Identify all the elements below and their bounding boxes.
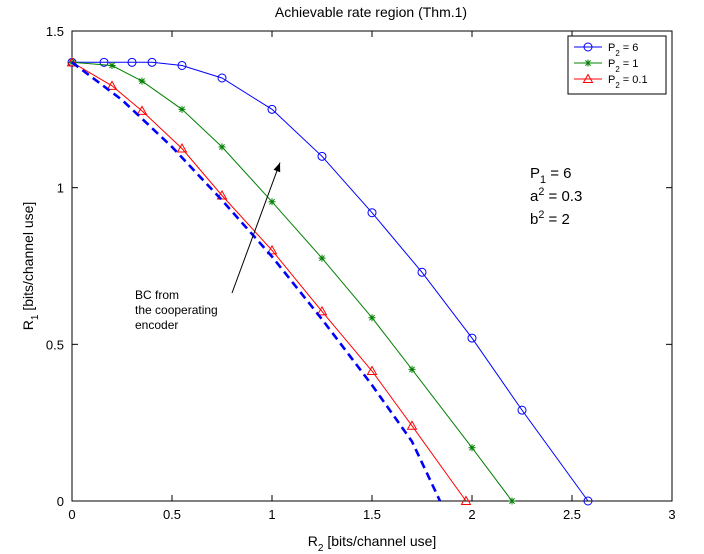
legend-label-main: P: [608, 58, 615, 70]
parameter-labels: P1 = 6a2 = 0.3b2 = 2: [530, 165, 582, 228]
x-tick-label: 1: [268, 507, 275, 522]
data-point: [138, 77, 146, 85]
data-point: [317, 151, 327, 161]
x-axis-label: R2 [bits/channel use]: [308, 533, 437, 554]
x-tick-label: 1.5: [363, 507, 381, 522]
data-point: [406, 420, 418, 430]
legend-label-sub: 2: [615, 65, 619, 74]
axis-ticks: 0 0.5 1 1.5 2 2.5 3 0 0.5 1 1.5: [46, 24, 676, 522]
data-point: [460, 495, 472, 505]
x-tick-label: 2.5: [563, 507, 581, 522]
legend-label: P2 = 0.1: [608, 74, 648, 90]
x-tick-label: 0: [68, 507, 75, 522]
data-point: [517, 405, 527, 415]
legend-marker: [583, 42, 593, 52]
param-label: b2 = 2: [530, 209, 570, 228]
data-point: [136, 105, 148, 115]
x-tick-label: 0.5: [163, 507, 181, 522]
y-axis-label-sub: 1: [30, 314, 41, 320]
y-tick-label: 1: [57, 181, 64, 196]
x-axis-label-main: R: [308, 533, 318, 549]
legend-label: P2 = 6: [608, 42, 638, 58]
data-point: [408, 365, 416, 373]
y-tick-label: 0.5: [46, 337, 64, 352]
legend-label-rest: = 6: [620, 42, 639, 54]
legend-marker: [584, 59, 592, 67]
legend: P2 = 6P2 = 1P2 = 0.1: [567, 35, 667, 95]
data-point: [218, 143, 226, 151]
data-point: [467, 333, 477, 343]
data-point: [176, 142, 188, 153]
series-layer: [66, 56, 593, 506]
data-point: [368, 314, 376, 322]
data-point: [268, 198, 276, 206]
x-axis-label-rest: [bits/channel use]: [323, 533, 436, 549]
legend-label-main: P: [608, 42, 615, 54]
chart-title: Achievable rate region (Thm.1): [275, 4, 467, 20]
x-tick-label: 2: [468, 507, 475, 522]
param-label-main: P: [530, 165, 540, 182]
data-point: [367, 208, 377, 218]
data-point: [267, 104, 277, 114]
param-label-sub: 1: [540, 174, 546, 186]
series-0: [67, 57, 593, 506]
legend-label-sub: 2: [615, 81, 619, 90]
plot-area: [71, 30, 673, 502]
param-label-sup: 2: [538, 209, 544, 221]
legend-label-sub: 2: [615, 49, 619, 58]
param-label-rest: = 0.3: [544, 188, 582, 205]
data-point: [99, 57, 109, 67]
y-axis-label-main: R: [20, 320, 36, 330]
data-point: [106, 80, 118, 90]
series-line: [72, 61, 589, 502]
annotation-arrow-head: [273, 162, 281, 173]
x-axis-label-sub: 2: [318, 543, 324, 554]
data-point: [108, 61, 116, 69]
y-tick-label: 0: [57, 494, 64, 509]
annotation-arrow-line: [231, 162, 281, 294]
x-tick-label: 3: [668, 507, 675, 522]
annotation-text: encoder: [135, 318, 178, 332]
data-point: [417, 267, 427, 277]
annotation-text: the cooperating: [135, 303, 218, 317]
series-1: [68, 58, 516, 505]
data-point: [147, 57, 157, 67]
param-label: P1 = 6: [530, 165, 571, 186]
data-point: [318, 254, 326, 262]
legend-label-rest: = 0.1: [620, 74, 648, 86]
bc-dashed-line: [71, 61, 442, 502]
y-axis-label-rest: [bits/channel use]: [20, 202, 36, 315]
data-point: [366, 365, 378, 375]
axis-labels: R2 [bits/channel use]R1 [bits/channel us…: [20, 202, 436, 554]
param-label-main: a: [530, 188, 539, 205]
data-point: [127, 57, 137, 67]
legend-label-main: P: [608, 74, 615, 86]
series-line: [71, 61, 467, 502]
data-point: [178, 105, 186, 113]
param-label-rest: = 2: [544, 211, 569, 228]
series-2: [66, 56, 472, 505]
data-point: [266, 244, 278, 255]
legend-label-rest: = 1: [620, 58, 639, 70]
y-tick-label: 1.5: [46, 24, 64, 39]
data-point: [216, 189, 228, 200]
param-label-rest: = 6: [546, 165, 571, 182]
legend-label: P2 = 1: [608, 58, 638, 74]
param-label-sup: 2: [538, 186, 544, 198]
data-point: [468, 444, 476, 452]
data-point: [583, 496, 593, 506]
data-point: [316, 305, 328, 316]
data-point: [508, 497, 516, 505]
y-axis-label: R1 [bits/channel use]: [20, 202, 41, 331]
param-label-main: b: [530, 211, 538, 228]
data-point: [217, 73, 227, 83]
data-point: [66, 56, 78, 67]
annotation-text: BC from: [135, 288, 179, 302]
param-label: a2 = 0.3: [530, 186, 582, 205]
series-3: [71, 61, 442, 502]
legend-marker: [582, 73, 594, 83]
data-point: [177, 60, 187, 70]
